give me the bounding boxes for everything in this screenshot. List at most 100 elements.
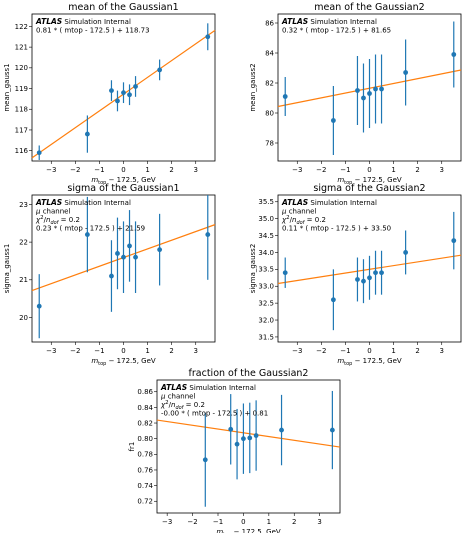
data-point bbox=[84, 232, 90, 237]
data-point bbox=[127, 243, 132, 249]
data-point bbox=[127, 92, 132, 98]
y-tick-label: 0.80 bbox=[137, 435, 153, 443]
x-tick-label: 0 bbox=[367, 347, 371, 355]
y-tick-label: 122 bbox=[15, 23, 28, 31]
y-tick-label: 32.0 bbox=[258, 316, 274, 324]
annotation-line: μ channel bbox=[35, 208, 70, 216]
y-tick-label: 31.5 bbox=[258, 333, 274, 341]
y-tick-label: 0.72 bbox=[137, 498, 153, 506]
data-point bbox=[355, 277, 360, 282]
y-tick-label: 33.5 bbox=[258, 266, 274, 274]
x-tick-label: 3 bbox=[440, 347, 444, 355]
data-point bbox=[282, 94, 288, 99]
data-points bbox=[36, 195, 211, 339]
chart-1: mean of the Gaussian1 −3 −2 −1 0 1 2 3 116 117 118… bbox=[3, 2, 216, 186]
x-tick-label: 0 bbox=[241, 518, 245, 526]
y-tick-label: 0.86 bbox=[137, 388, 153, 396]
data-point bbox=[205, 34, 211, 40]
x-axis-label: mtop − 172.5, GeV bbox=[91, 176, 156, 186]
chart-4: sigma of the Gaussian2 −3 −2 −1 0 1 2 3 31.5 32.0… bbox=[249, 183, 462, 367]
data-point bbox=[84, 131, 90, 137]
x-tick-label: 3 bbox=[194, 347, 198, 355]
annotation-line: μ channel bbox=[160, 393, 195, 401]
x-tick-label: −2 bbox=[70, 166, 80, 174]
x-tick-label: 2 bbox=[415, 166, 419, 174]
x-tick-label: 2 bbox=[415, 347, 419, 355]
x-tick-label: 3 bbox=[317, 518, 321, 526]
data-points bbox=[202, 390, 335, 507]
data-point bbox=[247, 435, 253, 441]
y-tick-label: 0.78 bbox=[137, 451, 153, 459]
atlas-label: ATLAS Simulation Internal bbox=[281, 17, 377, 26]
y-tick-label: 33.0 bbox=[258, 283, 274, 291]
y-tick-label: 120 bbox=[15, 64, 28, 72]
data-point bbox=[202, 457, 208, 463]
x-tick-label: −2 bbox=[187, 518, 197, 526]
data-point bbox=[133, 84, 138, 89]
annotation-line: 0.23 * ( mtop - 172.5 ) + 21.59 bbox=[36, 225, 145, 233]
data-point bbox=[282, 270, 288, 276]
data-point bbox=[157, 247, 163, 253]
y-tick-label: 0.82 bbox=[137, 419, 153, 427]
y-tick-label: 82 bbox=[265, 79, 274, 87]
x-tick-label: 0 bbox=[367, 166, 371, 174]
data-point bbox=[205, 232, 211, 237]
x-tick-label: 1 bbox=[391, 347, 395, 355]
data-points bbox=[36, 23, 211, 160]
x-tick-label: −2 bbox=[316, 347, 326, 355]
data-point bbox=[361, 278, 366, 284]
data-point bbox=[234, 441, 240, 447]
data-point bbox=[330, 118, 336, 123]
data-point bbox=[451, 52, 457, 57]
data-points bbox=[282, 211, 457, 331]
y-tick-label: 119 bbox=[15, 85, 28, 93]
y-tick-label: 32.5 bbox=[258, 300, 274, 308]
annotation-line: -0.00 * ( mtop - 172.5 ) + 0.81 bbox=[161, 410, 268, 418]
chart-title: fraction of the Gaussian2 bbox=[189, 368, 309, 379]
data-point bbox=[367, 91, 372, 96]
data-point bbox=[379, 86, 384, 92]
data-point bbox=[115, 98, 120, 104]
chart-3: sigma of the Gaussian1−3 −2 −1 0 1 2 320212223… bbox=[3, 183, 216, 367]
x-tick-label: 1 bbox=[145, 166, 149, 174]
y-tick-label: 86 bbox=[265, 19, 274, 27]
x-tick-label: −3 bbox=[292, 347, 302, 355]
annotation-line: μ channel bbox=[281, 208, 316, 216]
y-axis-label: mean_gauss2 bbox=[249, 63, 257, 111]
x-tick-label: 2 bbox=[169, 347, 173, 355]
x-tick-label: −1 bbox=[94, 347, 104, 355]
x-tick-label: −3 bbox=[292, 166, 302, 174]
x-tick-label: −2 bbox=[70, 347, 80, 355]
data-point bbox=[133, 254, 138, 260]
data-point bbox=[36, 150, 42, 156]
atlas-label: ATLAS Simulation Internal bbox=[35, 198, 131, 207]
x-tick-label: −3 bbox=[162, 518, 172, 526]
y-tick-label: 121 bbox=[15, 44, 28, 52]
data-point bbox=[330, 297, 336, 303]
x-tick-label: 1 bbox=[145, 347, 149, 355]
y-tick-label: 0.76 bbox=[137, 466, 153, 474]
x-tick-label: 1 bbox=[267, 518, 271, 526]
x-axis-label: mtop − 172.5, GeV bbox=[216, 528, 281, 533]
chart-title: mean of the Gaussian2 bbox=[314, 2, 424, 13]
y-tick-label: 34.5 bbox=[258, 232, 274, 240]
x-tick-label: −1 bbox=[340, 166, 350, 174]
data-point bbox=[355, 88, 360, 93]
data-point bbox=[109, 273, 114, 279]
y-tick-label: 20 bbox=[19, 314, 28, 322]
y-tick-label: 78 bbox=[265, 139, 274, 147]
data-point bbox=[36, 303, 42, 309]
x-tick-label: 0 bbox=[121, 166, 125, 174]
annotation-line: χ2/ndof = 0.2 bbox=[35, 215, 80, 226]
x-tick-label: −3 bbox=[46, 347, 56, 355]
y-tick-label: 116 bbox=[15, 147, 29, 155]
annotation-line: 0.32 * ( mtop - 172.5 ) + 81.65 bbox=[282, 27, 391, 35]
data-point bbox=[121, 254, 126, 260]
annotation-line: 0.11 * ( mtop - 172.5 ) + 33.50 bbox=[282, 225, 391, 233]
x-axis-label: mtop − 172.5, GeV bbox=[337, 357, 402, 367]
chart-title: sigma of the Gaussian1 bbox=[67, 183, 179, 194]
x-axis-label: mtop − 172.5, GeV bbox=[337, 176, 402, 186]
data-point bbox=[253, 433, 259, 438]
x-tick-label: 2 bbox=[292, 518, 296, 526]
y-tick-label: 21 bbox=[19, 276, 28, 284]
